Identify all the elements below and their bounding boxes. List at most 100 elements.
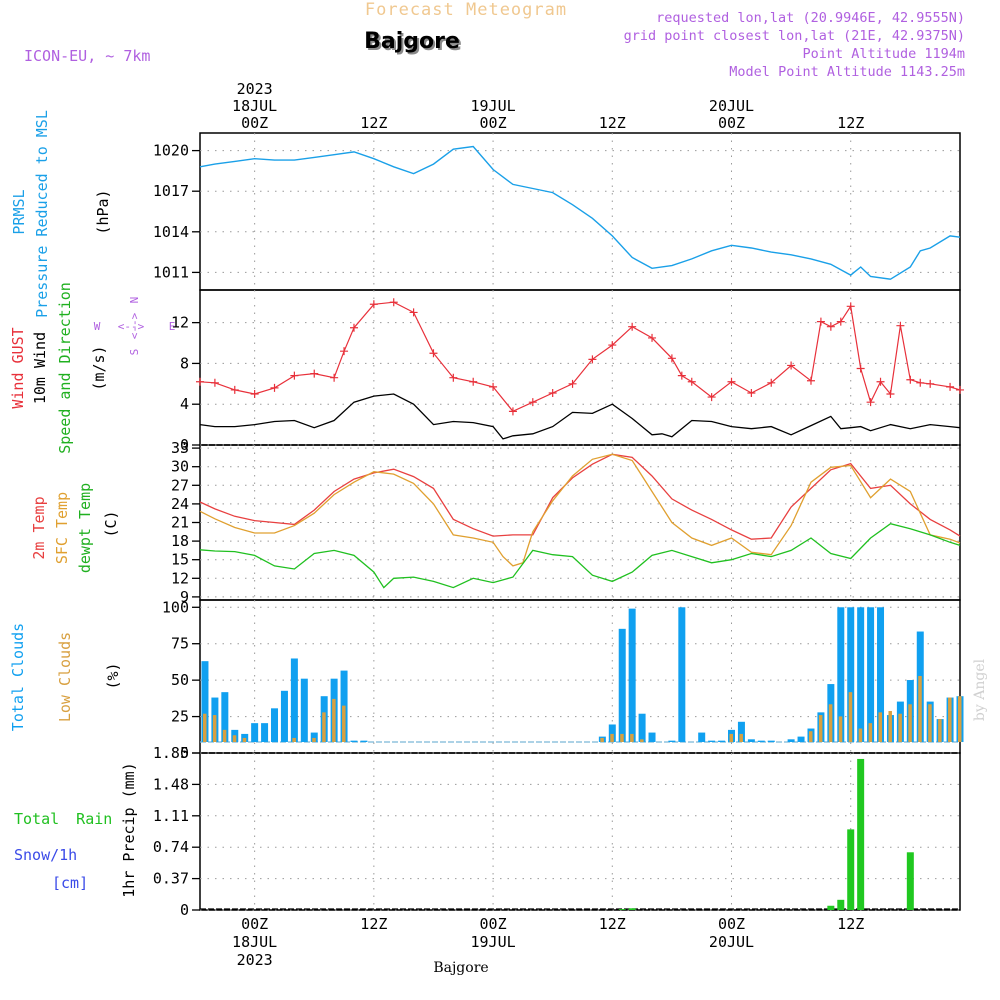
y-tick-label: 30 [171, 458, 189, 476]
low-clouds-bar [342, 705, 346, 742]
wind-gust-label: Wind GUST [9, 327, 27, 408]
snow-label: Snow/1h [14, 846, 77, 864]
y-tick-label: 0 [180, 901, 189, 919]
total-clouds-bar [668, 740, 676, 742]
low-clouds-bar [729, 733, 734, 742]
time-label-top: 18JUL [232, 97, 277, 115]
low-clouds-bar [908, 704, 912, 742]
location-title: Bajgore [366, 31, 462, 56]
wind-gust-point [196, 377, 204, 386]
time-label-top: 20JUL [709, 97, 754, 115]
total-clouds-label: Total Clouds [9, 623, 27, 731]
low-clouds-bar [808, 731, 813, 742]
low-clouds-bar [918, 675, 922, 742]
watermark: by Angel [972, 658, 988, 721]
low-clouds-bar [232, 735, 237, 742]
wind-gust-point [449, 373, 458, 382]
wind-gust-point [648, 333, 657, 342]
wind-gust-point [389, 298, 398, 307]
total-clouds-bar [618, 628, 626, 742]
info-line-4: Model Point Altitude 1143.25m [729, 64, 965, 80]
rain-bar [847, 829, 855, 910]
temp-dewpt-label: dewpt Temp [76, 483, 94, 573]
time-label-top: 12Z [837, 114, 864, 132]
pressure-line [199, 145, 961, 280]
frame-precip [199, 752, 961, 911]
low-clouds-bar [322, 712, 326, 742]
wind-gust-point [250, 390, 259, 399]
time-label-bottom: 2023 [237, 951, 273, 969]
wind-gust-point [290, 371, 299, 380]
time-label-bottom: 20JUL [709, 933, 754, 951]
total-clouds-bar [747, 739, 755, 742]
y-tick-label: 0 [180, 436, 189, 454]
time-label-bottom: 00Z [718, 915, 745, 933]
total-clouds-bar [648, 732, 656, 742]
low-clouds-label: Low Clouds [56, 632, 74, 722]
wind-gust-point [946, 382, 955, 391]
svg-text:<-->: <--> [128, 312, 141, 339]
low-clouds-bar [640, 739, 644, 742]
low-clouds-bar [620, 733, 624, 742]
total-clouds-bar [251, 723, 259, 742]
wind-speed-line [199, 393, 961, 440]
wind-gust-point [270, 383, 279, 392]
chart-marks [196, 145, 964, 910]
wind-gust-point [340, 347, 349, 356]
wind-gust-point [787, 361, 796, 370]
compass-e: E [169, 320, 176, 333]
time-label-top: 00Z [480, 114, 507, 132]
wind-gust-point [866, 398, 875, 407]
rain-bar [628, 908, 636, 910]
wind-gust-point [906, 375, 915, 384]
wind-gust-point [886, 390, 895, 399]
info-line-3: Point Altitude 1194m [802, 46, 965, 62]
grid [200, 133, 960, 911]
clouds-unit: (%) [104, 662, 122, 689]
time-label-bottom: 00Z [241, 915, 268, 933]
wind-gust-point [767, 378, 776, 387]
rain-bar [618, 909, 626, 910]
total-clouds-bar [708, 740, 716, 742]
low-clouds-bar [858, 728, 863, 742]
total-clouds-bar [867, 607, 875, 742]
temp-unit: (C) [102, 510, 120, 537]
total-clouds-bar [638, 713, 646, 742]
rain-bar [827, 905, 835, 910]
low-clouds-bar [878, 712, 883, 742]
y-tick-label: 0 [180, 744, 189, 762]
wind-gust-point [727, 377, 736, 386]
time-label-top: 19JUL [470, 97, 515, 115]
wind-gust-point [667, 354, 676, 363]
low-clouds-bar [838, 716, 843, 742]
wind-unit: (m/s) [90, 345, 108, 390]
wind-gust-point [469, 377, 478, 386]
low-clouds-bar [828, 704, 833, 742]
total-clouds-bar [350, 740, 358, 742]
total-clouds-bar [310, 732, 318, 742]
wind-gust-point [926, 379, 935, 388]
total-clouds-bar [847, 607, 855, 742]
wind-gust-point [489, 382, 498, 391]
location-title-front: Bajgore [364, 29, 460, 54]
wind-gust-point [628, 322, 637, 331]
low-clouds-bar [739, 733, 743, 742]
wind-gust-point [677, 371, 686, 380]
wind-gust-line [199, 301, 961, 413]
low-clouds-bar [888, 711, 892, 742]
low-clouds-bar [818, 715, 823, 742]
wind-10m-label: 10m Wind [31, 332, 49, 404]
wind-gust-point [896, 321, 905, 330]
total-clouds-bar [857, 607, 865, 742]
product-title: Forecast Meteogram [365, 0, 567, 20]
y-tick-label: 24 [171, 495, 189, 513]
time-label-bottom: 12Z [360, 915, 387, 933]
wind-gust-point [528, 398, 537, 407]
total-clouds-bar [877, 607, 885, 742]
total-clouds-bar [767, 740, 775, 742]
y-tick-label: 1011 [153, 263, 189, 281]
low-clouds-bar [600, 737, 604, 742]
low-clouds-bar [610, 733, 614, 742]
wind-gust-point [707, 393, 716, 402]
